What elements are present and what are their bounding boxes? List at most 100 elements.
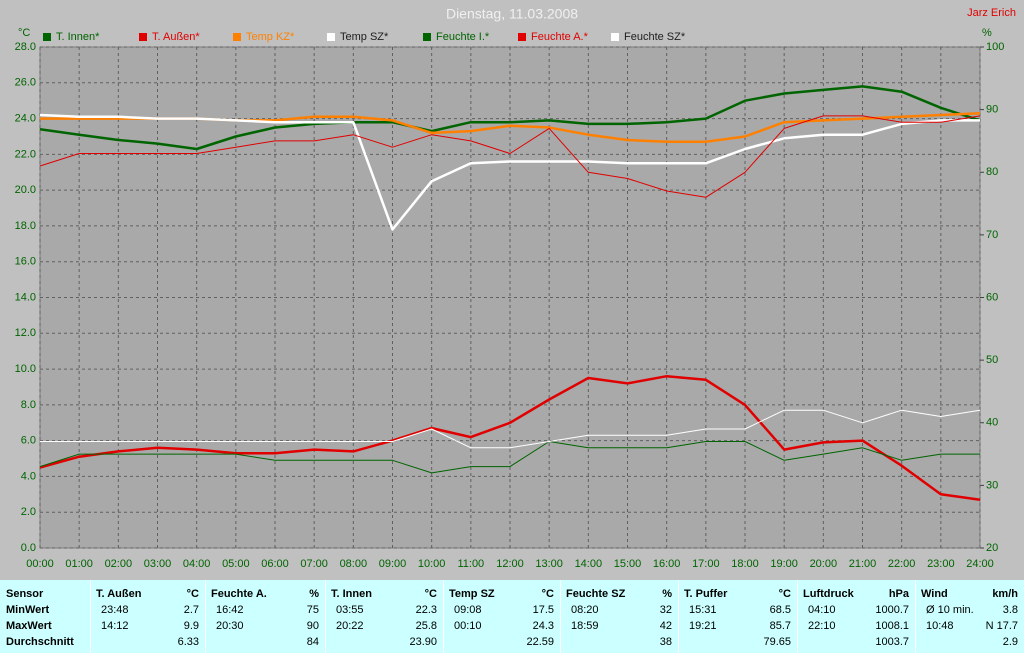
min-value: 22.3 xyxy=(415,604,437,616)
y2-tick-label: 60 xyxy=(986,291,998,303)
series-line xyxy=(39,374,981,501)
avg-value: 2.9 xyxy=(1002,636,1018,648)
legend-swatch xyxy=(611,33,619,41)
max-value: 24.3 xyxy=(532,620,554,632)
legend-swatch xyxy=(327,33,335,41)
x-tick-label: 11:00 xyxy=(457,558,484,570)
legend-swatch xyxy=(43,33,51,41)
y2-tick-label: 50 xyxy=(986,354,998,366)
legend-swatch xyxy=(423,33,431,41)
series-line xyxy=(39,85,981,151)
y-tick-label: 6.0 xyxy=(21,435,36,447)
y2-axis-label: % xyxy=(982,27,992,39)
max-value: 85.7 xyxy=(769,620,791,632)
max-time: 19:21 xyxy=(689,620,717,632)
x-tick-label: 22:00 xyxy=(888,558,916,570)
y-tick-label: 18.0 xyxy=(15,220,36,232)
y2-tick-label: 90 xyxy=(986,104,998,116)
y-tick-label: 24.0 xyxy=(15,112,36,124)
min-time: 16:42 xyxy=(216,604,244,616)
max-time: 18:59 xyxy=(571,620,599,632)
y2-tick-label: 40 xyxy=(986,417,998,429)
y2-tick-label: 30 xyxy=(986,479,998,491)
y-tick-label: 10.0 xyxy=(15,363,36,375)
legend-swatch xyxy=(518,33,526,41)
stats-column: T. Innen °C 03:55 22.3 20:22 25.8 23.90 xyxy=(325,580,443,653)
y2-tick-label: 80 xyxy=(986,166,998,178)
column-name: T. Innen xyxy=(331,588,372,600)
chart-title: Dienstag, 11.03.2008 xyxy=(446,6,578,22)
column-unit: °C xyxy=(778,588,791,600)
stats-table: Sensor MinWert MaxWert Durchschnitt T. Außen… xyxy=(0,580,1024,653)
max-value: N 17.7 xyxy=(985,620,1018,632)
column-name: Feuchte SZ xyxy=(566,588,626,600)
x-tick-label: 17:00 xyxy=(692,558,720,570)
x-tick-label: 21:00 xyxy=(849,558,877,570)
column-unit: hPa xyxy=(888,588,909,600)
x-tick-label: 23:00 xyxy=(927,558,955,570)
y-tick-label: 20.0 xyxy=(15,184,36,196)
max-value: 42 xyxy=(659,620,672,632)
column-unit: % xyxy=(309,588,319,600)
column-name: Feuchte A. xyxy=(211,588,267,600)
x-tick-label: 05:00 xyxy=(222,558,250,570)
stats-column: Feuchte SZ% 08:20 32 18:59 42 38 xyxy=(560,580,678,653)
y-tick-label: 28.0 xyxy=(15,41,36,53)
max-time: 20:22 xyxy=(336,620,364,632)
x-tick-label: 20:00 xyxy=(810,558,838,570)
x-tick-label: 09:00 xyxy=(379,558,407,570)
x-tick-label: 08:00 xyxy=(340,558,368,570)
min-time: 08:20 xyxy=(571,604,599,616)
x-tick-label: 19:00 xyxy=(770,558,798,570)
x-tick-label: 03:00 xyxy=(144,558,172,570)
max-time: 22:10 xyxy=(808,620,836,632)
x-tick-label: 00:00 xyxy=(26,558,54,570)
x-tick-label: 14:00 xyxy=(575,558,603,570)
legend-label: Temp KZ* xyxy=(246,31,295,43)
legend-label: Feuchte I.* xyxy=(436,31,490,43)
y-tick-label: 4.0 xyxy=(21,470,36,482)
min-time: 09:08 xyxy=(454,604,482,616)
max-time: 14:12 xyxy=(101,620,129,632)
column-name: Wind xyxy=(921,588,948,600)
y2-tick-label: 70 xyxy=(986,229,998,241)
y-tick-label: 22.0 xyxy=(15,148,36,160)
max-value: 9.9 xyxy=(183,620,199,632)
x-tick-label: 16:00 xyxy=(653,558,681,570)
avg-value: 6.33 xyxy=(177,636,199,648)
min-value: 3.8 xyxy=(1002,604,1018,616)
x-tick-label: 04:00 xyxy=(183,558,211,570)
series-line xyxy=(39,441,980,474)
column-name: T. Puffer xyxy=(684,588,728,600)
legend-label: Feuchte A.* xyxy=(531,31,589,43)
min-value: 1000.7 xyxy=(875,604,909,616)
y-axis-label: °C xyxy=(18,27,30,39)
series-line xyxy=(40,409,981,449)
legend-label: T. Außen* xyxy=(152,31,200,43)
stats-column: Feuchte A.% 16:42 75 20:30 90 84 xyxy=(205,580,325,653)
column-name: Luftdruck xyxy=(803,588,854,600)
x-tick-label: 02:00 xyxy=(105,558,133,570)
row-label: MaxWert xyxy=(6,620,52,632)
column-unit: % xyxy=(662,588,672,600)
legend-swatch xyxy=(139,33,147,41)
avg-value: 84 xyxy=(306,636,319,648)
row-labels: Sensor MinWert MaxWert Durchschnitt xyxy=(0,580,90,653)
y2-tick-label: 20 xyxy=(986,542,998,554)
x-tick-label: 24:00 xyxy=(966,558,994,570)
series-line xyxy=(39,113,980,231)
y2-tick-label: 100 xyxy=(986,41,1004,53)
max-value: 25.8 xyxy=(415,620,437,632)
author: Jarz Erich xyxy=(967,7,1016,19)
stats-column: Wind km/h Ø 10 min. 3.8 10:48 N 17.7 2.9 xyxy=(915,580,1024,653)
x-tick-label: 01:00 xyxy=(65,558,93,570)
y-tick-label: 0.0 xyxy=(21,542,36,554)
y-tick-label: 12.0 xyxy=(15,327,36,339)
row-label: Sensor xyxy=(6,588,44,600)
row-label: Durchschnitt xyxy=(6,636,74,648)
legend-swatch xyxy=(233,33,241,41)
min-time: 04:10 xyxy=(808,604,836,616)
x-tick-label: 06:00 xyxy=(261,558,289,570)
max-value: 1008.1 xyxy=(875,620,909,632)
